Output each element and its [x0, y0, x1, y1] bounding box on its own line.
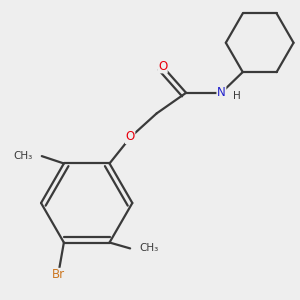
Text: Br: Br: [51, 268, 64, 281]
Text: O: O: [125, 130, 135, 143]
Text: H: H: [232, 91, 240, 101]
Text: N: N: [217, 86, 226, 99]
Text: CH₃: CH₃: [14, 151, 33, 161]
Text: O: O: [158, 60, 167, 73]
Text: CH₃: CH₃: [139, 243, 158, 254]
